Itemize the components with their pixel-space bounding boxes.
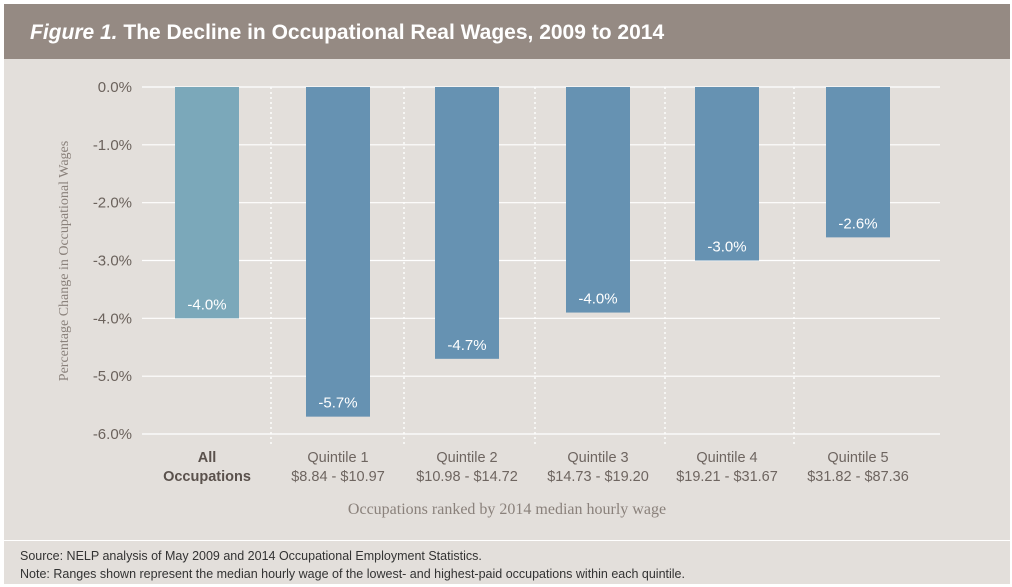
category-label-line2: $10.98 - $14.72 [416, 469, 518, 485]
figure-header: Figure 1. The Decline in Occupational Re… [4, 4, 1010, 59]
bar-value-label: -4.7% [447, 337, 486, 354]
bar [175, 87, 239, 319]
bar-value-label: -5.7% [318, 395, 357, 412]
bar-value-label: -2.6% [838, 215, 877, 232]
y-tick-label: -5.0% [93, 368, 132, 385]
category-label-line1: Quintile 3 [567, 450, 628, 466]
category-label-line2: $8.84 - $10.97 [291, 469, 385, 485]
figure-footer: Source: NELP analysis of May 2009 and 20… [4, 540, 1010, 585]
y-tick-label: 0.0% [98, 79, 132, 96]
bar-value-label: -4.0% [187, 296, 226, 313]
category-label-line1: Quintile 1 [307, 450, 368, 466]
y-axis-title: Percentage Change in Occupational Wages [57, 141, 72, 381]
category-label-line1: Quintile 5 [827, 450, 888, 466]
bar [435, 87, 499, 359]
category-label-line1: All [198, 450, 217, 466]
bar [826, 87, 890, 238]
y-tick-label: -3.0% [93, 253, 132, 270]
category-label-line2: $14.73 - $19.20 [547, 469, 649, 485]
bar [566, 87, 630, 313]
y-tick-label: -1.0% [93, 137, 132, 154]
category-label-line2: $31.82 - $87.36 [807, 469, 909, 485]
source-note: Source: NELP analysis of May 2009 and 20… [20, 549, 482, 563]
bar-value-label: -3.0% [707, 239, 746, 256]
ranges-note: Note: Ranges shown represent the median … [20, 567, 685, 581]
figure-title: Figure 1. The Decline in Occupational Re… [30, 21, 664, 45]
y-tick-label: -4.0% [93, 310, 132, 327]
category-label-line2: Occupations [163, 469, 251, 485]
y-tick-label: -6.0% [93, 426, 132, 443]
y-tick-label: -2.0% [93, 195, 132, 212]
bar [695, 87, 759, 261]
category-label-line1: Quintile 2 [436, 450, 497, 466]
category-label-line1: Quintile 4 [696, 450, 757, 466]
figure-title-text: The Decline in Occupational Real Wages, … [123, 21, 665, 44]
category-label-line2: $19.21 - $31.67 [676, 469, 778, 485]
figure-label: Figure 1. [30, 21, 118, 44]
bar [306, 87, 370, 417]
bar-value-label: -4.0% [578, 291, 617, 308]
x-axis-title: Occupations ranked by 2014 median hourly… [348, 501, 666, 518]
